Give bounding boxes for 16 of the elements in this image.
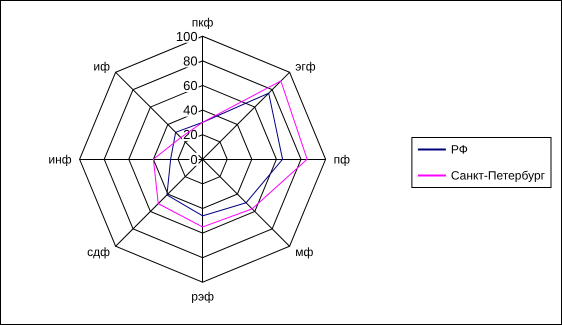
legend-label: РФ [450,142,468,156]
legend-label: Санкт-Петербург [450,168,546,182]
spoke-label: пкф [192,15,214,30]
spoke-label: сдф [87,244,110,259]
spoke-label: рэф [191,289,214,304]
spoke-label: мф [295,244,314,259]
y-tick-label: 20 [183,127,198,142]
spoke-label: эгф [295,60,316,74]
y-tick-label: 100 [176,28,198,44]
y-tick-label: 60 [183,78,198,93]
spoke-label: инф [48,152,72,166]
y-tick-label: 80 [183,53,198,68]
y-tick-label: 0 [190,152,198,167]
y-tick-label: 40 [183,102,198,118]
spoke-label: пф [334,152,350,166]
spoke-label: иф [93,60,110,74]
